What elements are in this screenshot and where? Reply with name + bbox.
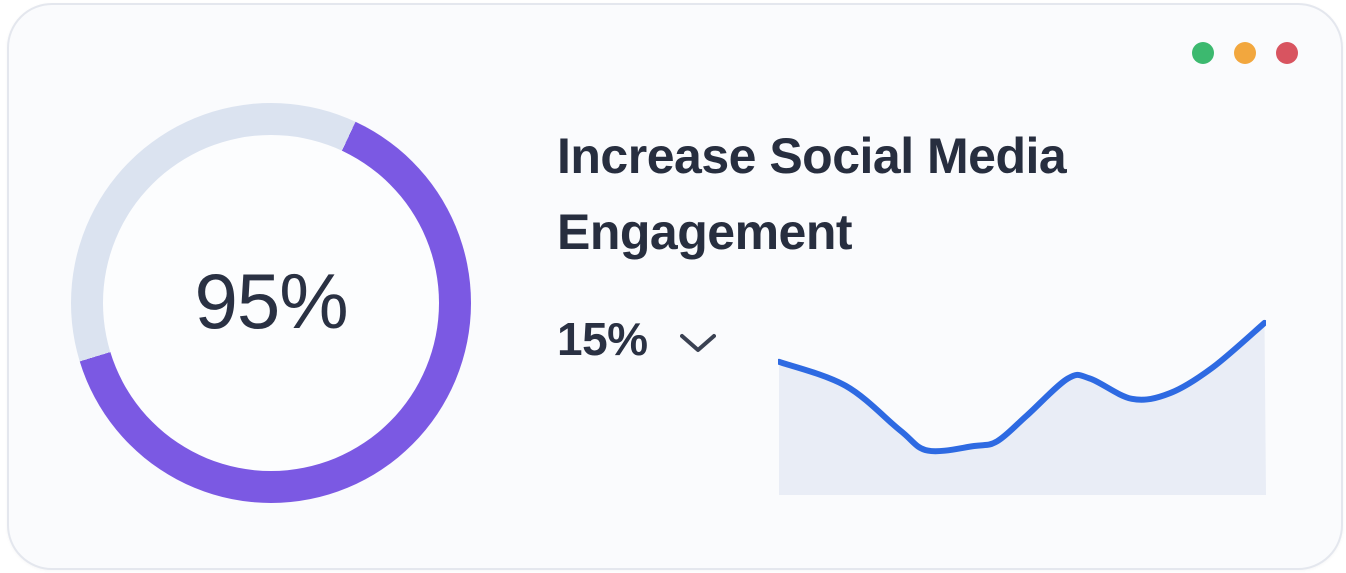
window-dot-orange[interactable]	[1234, 42, 1256, 64]
change-percent-label: 15%	[557, 313, 648, 365]
window-dot-green[interactable]	[1192, 42, 1214, 64]
progress-ring-chart: 95%	[71, 103, 471, 503]
window-controls	[1192, 42, 1298, 64]
trend-sparkline-chart	[778, 310, 1266, 495]
progress-percent-label: 95%	[194, 256, 348, 345]
window-dot-red[interactable]	[1276, 42, 1298, 64]
goal-title: Increase Social Media Engagement	[557, 128, 1067, 260]
change-dropdown[interactable]: 15%	[557, 312, 716, 366]
progress-ring-inner: 95%	[103, 135, 439, 471]
chevron-down-icon[interactable]	[679, 333, 716, 353]
sparkline-line	[778, 319, 1266, 455]
sparkline-area-fill	[779, 322, 1266, 495]
